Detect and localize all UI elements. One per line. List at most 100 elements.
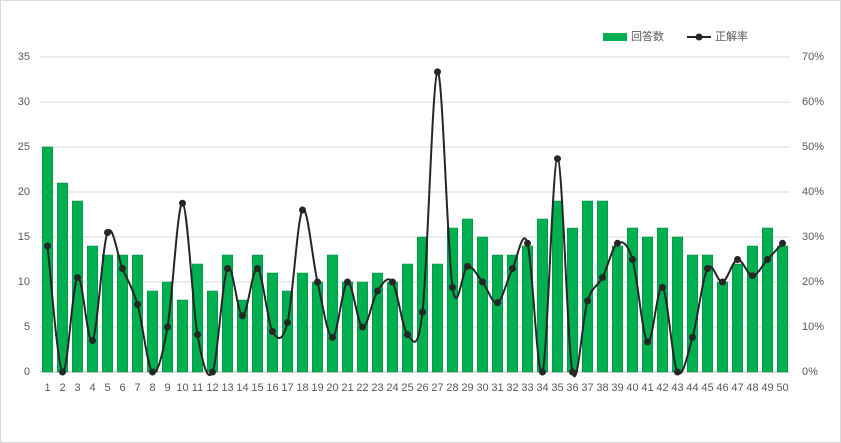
line-point <box>314 278 321 286</box>
x-tick-label: 28 <box>446 382 458 394</box>
line-point <box>674 368 681 376</box>
line-point <box>764 256 771 263</box>
x-tick-label: 35 <box>551 382 563 394</box>
bar <box>222 254 233 373</box>
x-tick-label: 45 <box>701 382 713 394</box>
line-point <box>284 319 291 326</box>
y2-tick-label: 60% <box>802 96 824 108</box>
bar <box>582 200 593 373</box>
x-tick-label: 27 <box>431 382 443 394</box>
bar <box>267 272 278 373</box>
x-tick-label: 13 <box>221 382 233 394</box>
x-tick-label: 11 <box>192 382 203 394</box>
y2-tick-label: 30% <box>802 231 824 243</box>
line-point <box>434 68 441 76</box>
y-tick-label: 25 <box>18 141 30 153</box>
bar <box>732 263 743 373</box>
bar <box>627 227 638 373</box>
line-point <box>719 278 726 286</box>
y-tick-label: 5 <box>24 321 30 333</box>
x-tick-label: 7 <box>134 382 140 394</box>
line-point <box>299 206 306 214</box>
line-point <box>599 274 606 281</box>
x-tick-label: 31 <box>491 382 503 394</box>
x-tick-label: 23 <box>371 382 383 394</box>
line-point <box>104 229 111 236</box>
line-point <box>629 256 636 263</box>
line-point <box>254 265 261 272</box>
line-point <box>749 272 756 280</box>
line-point <box>194 331 201 339</box>
line-point <box>179 199 186 207</box>
bar <box>702 254 713 373</box>
y2-tick-label: 10% <box>802 321 824 333</box>
bar <box>642 236 653 373</box>
x-tick-label: 10 <box>176 382 188 394</box>
line-point <box>59 368 66 376</box>
line-point <box>164 323 171 331</box>
y-tick-label: 15 <box>18 231 30 243</box>
x-tick-label: 6 <box>119 382 125 394</box>
line-point <box>224 265 231 272</box>
bar <box>432 263 443 373</box>
x-tick-label: 12 <box>206 382 218 394</box>
line-point <box>419 308 426 316</box>
x-tick-label: 22 <box>356 382 368 394</box>
bar <box>132 254 143 373</box>
bar <box>57 182 68 373</box>
x-tick-label: 36 <box>566 382 578 394</box>
line-point <box>344 278 351 286</box>
y2-tick-label: 50% <box>802 141 824 153</box>
line-point <box>374 287 381 295</box>
legend-swatch <box>695 33 703 41</box>
line-point <box>584 297 591 305</box>
bar <box>492 254 503 373</box>
line-point <box>329 333 336 341</box>
bar <box>612 245 623 373</box>
line-point <box>404 331 411 339</box>
x-tick-label: 49 <box>761 382 773 394</box>
bar <box>507 254 518 373</box>
x-tick-label: 4 <box>89 382 95 394</box>
x-tick-label: 19 <box>311 382 323 394</box>
bar <box>777 245 788 373</box>
line-point <box>509 265 516 272</box>
bar <box>177 299 188 373</box>
bar <box>462 218 473 373</box>
line-point <box>449 283 456 291</box>
line-point <box>209 368 216 376</box>
legend-swatch <box>603 33 627 41</box>
line-point <box>734 256 741 263</box>
y-tick-label: 0 <box>24 366 30 378</box>
y-tick-label: 30 <box>18 96 30 108</box>
x-tick-label: 26 <box>416 382 428 394</box>
bar <box>297 272 308 373</box>
bar <box>327 254 338 373</box>
x-tick-label: 32 <box>506 382 518 394</box>
x-tick-label: 25 <box>401 382 413 394</box>
line-point <box>524 239 531 247</box>
x-tick-label: 34 <box>536 382 548 394</box>
line-point <box>89 337 96 344</box>
line-point <box>539 368 546 376</box>
line-point <box>239 312 246 320</box>
x-tick-label: 47 <box>731 382 743 394</box>
line-point <box>269 328 276 335</box>
x-tick-label: 15 <box>251 382 263 394</box>
bar <box>597 200 608 373</box>
y2-tick-label: 40% <box>802 186 824 198</box>
bar <box>42 146 53 373</box>
bar <box>87 245 98 373</box>
bar <box>192 263 203 373</box>
bar <box>102 254 113 373</box>
x-tick-label: 30 <box>476 382 488 394</box>
x-tick-label: 3 <box>74 382 80 394</box>
y-tick-label: 20 <box>18 186 30 198</box>
line-point <box>659 283 666 291</box>
x-tick-label: 1 <box>44 382 50 394</box>
line-point <box>389 278 396 286</box>
line-point <box>644 338 651 346</box>
bar <box>237 299 248 373</box>
line-point <box>359 323 366 331</box>
